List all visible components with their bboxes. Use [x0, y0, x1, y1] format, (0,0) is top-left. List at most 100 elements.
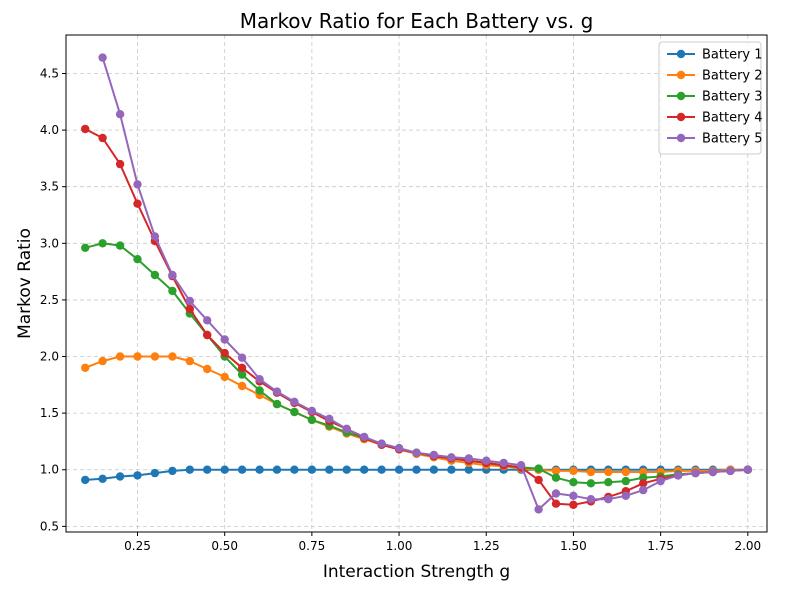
y-tick-label: 2.5 [40, 293, 59, 307]
data-point [290, 397, 299, 406]
y-tick-label: 3.5 [40, 180, 59, 194]
data-point [325, 414, 334, 423]
data-point [394, 465, 404, 474]
data-point [220, 335, 229, 344]
x-tick-label: 0.50 [211, 539, 238, 553]
data-point [464, 454, 473, 463]
chart-title: Markov Ratio for Each Battery vs. g [240, 9, 594, 33]
data-point [569, 491, 578, 500]
data-point [203, 316, 212, 325]
data-point [220, 372, 229, 382]
legend-item: Battery 5 [667, 132, 763, 147]
data-point [115, 352, 125, 361]
data-point [516, 461, 526, 470]
legend-box [658, 41, 762, 155]
data-point [586, 495, 596, 504]
data-point [377, 465, 386, 474]
axis-ticks: 0.25 0.50 0.75 1.00 1.25 1.50 1.75 2.00 0.5 1.0 1.… [40, 66, 761, 553]
data-point [115, 241, 125, 250]
legend-marker [676, 112, 686, 122]
y-tick-label: 3.0 [40, 236, 59, 250]
data-point [639, 479, 648, 488]
data-point [412, 448, 421, 457]
data-point [726, 466, 735, 476]
legend-label: Battery 4 [702, 111, 763, 126]
data-point [708, 467, 718, 477]
data-point [307, 415, 317, 425]
data-point [551, 473, 561, 482]
data-point [98, 474, 107, 483]
data-point [185, 296, 194, 306]
data-point [464, 465, 473, 474]
data-point [255, 375, 264, 384]
data-point [220, 465, 229, 474]
legend-marker [676, 70, 686, 80]
legend-label: Battery 5 [702, 132, 763, 147]
data-point [377, 439, 386, 448]
data-point [220, 348, 229, 358]
data-point [569, 466, 578, 476]
data-point [133, 352, 142, 361]
legend-label: Battery 1 [702, 48, 763, 63]
data-point [203, 465, 212, 474]
data-point [98, 356, 107, 366]
data-point [255, 386, 264, 395]
data-point [604, 495, 613, 504]
plot-frame [65, 34, 768, 533]
x-tick-label: 2.00 [734, 539, 761, 553]
data-point [203, 330, 212, 340]
data-point [290, 465, 299, 474]
data-point [185, 356, 194, 366]
data-point [115, 472, 125, 481]
data-point [534, 464, 543, 473]
data-point [168, 270, 177, 280]
x-axis-label: Interaction Strength g [323, 562, 510, 582]
data-point [133, 199, 142, 208]
data-point [150, 232, 160, 241]
data-point [569, 500, 578, 509]
data-point [394, 444, 404, 453]
data-point [185, 465, 194, 474]
data-point [237, 465, 247, 474]
data-point [133, 180, 142, 189]
data-point [569, 478, 578, 487]
data-point [429, 465, 439, 474]
data-point [81, 124, 90, 134]
data-point [621, 467, 630, 477]
data-point [360, 465, 369, 474]
data-point [412, 465, 421, 474]
data-point [534, 475, 543, 485]
data-point [237, 353, 247, 362]
data-point [639, 485, 648, 495]
data-point [290, 407, 299, 417]
series-lines [81, 53, 752, 514]
legend-label: Battery 2 [702, 69, 763, 84]
x-tick-label: 1.25 [473, 539, 500, 553]
data-point [272, 387, 282, 396]
data-point [185, 304, 194, 314]
data-point [673, 471, 683, 480]
data-point [499, 458, 508, 468]
data-point [133, 471, 142, 480]
data-point [81, 475, 90, 485]
data-point [551, 466, 561, 476]
x-tick-label: 1.00 [386, 539, 413, 553]
data-point [342, 465, 351, 474]
data-point [255, 465, 264, 474]
x-tick-label: 0.75 [299, 539, 326, 553]
data-point [551, 489, 561, 498]
legend-item: Battery 1 [667, 48, 763, 63]
data-point [551, 499, 561, 508]
legend-item: Battery 3 [667, 90, 763, 105]
data-point [691, 468, 700, 478]
data-point [604, 478, 613, 487]
data-point [150, 270, 160, 280]
data-point [586, 479, 596, 488]
data-point [604, 467, 613, 477]
y-tick-label: 0.5 [40, 519, 59, 533]
data-point [621, 476, 630, 486]
data-point [168, 286, 177, 296]
y-axis-label: Markov Ratio [15, 228, 35, 339]
data-point [115, 159, 125, 169]
